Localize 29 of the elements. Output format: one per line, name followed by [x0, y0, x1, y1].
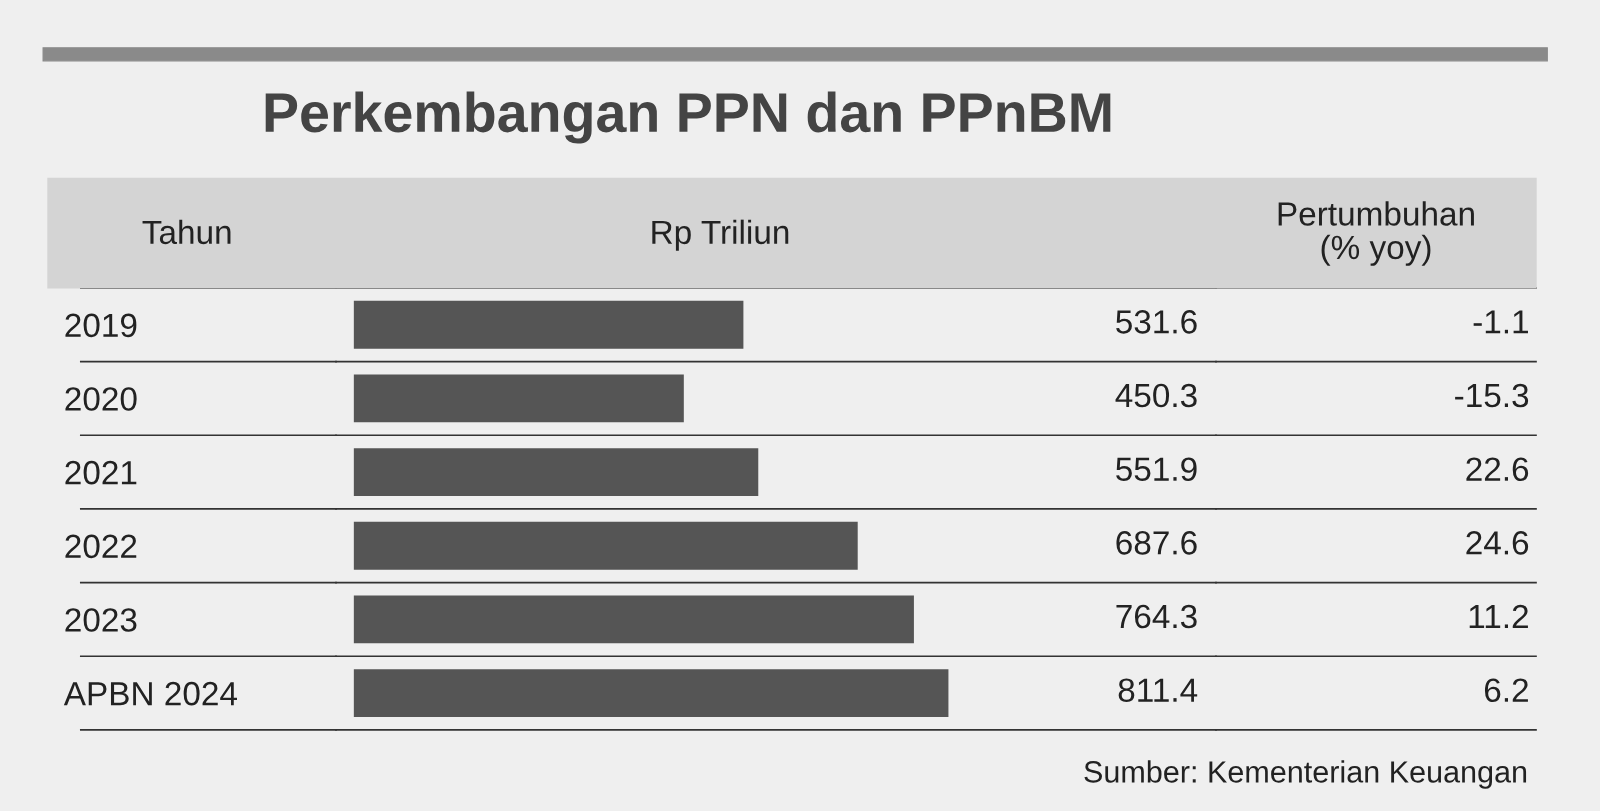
data-label: 6.2 — [1484, 678, 1528, 703]
y-tick-label: 2019 — [65, 313, 137, 338]
bar — [353, 374, 684, 423]
text: Sumber: Kementerian Keuangan — [1084, 760, 1527, 789]
data-label: 22.6 — [1466, 457, 1529, 482]
y-tick-label: APBN 2024 — [63, 681, 237, 706]
chart-title: Perkembangan PPN dan PPnBM — [265, 91, 1111, 144]
y-axis-title: Tahun — [142, 219, 231, 245]
bar — [353, 448, 759, 497]
data-label: 764.3 — [1116, 604, 1197, 629]
data-label: 24.6 — [1466, 531, 1529, 555]
y-tick-label: 2021 — [65, 460, 137, 485]
text: Pertumbuhan (% yoy) — [1278, 201, 1474, 266]
bar — [353, 669, 949, 718]
bar — [353, 300, 744, 349]
data-label: 11.2 — [1469, 604, 1528, 629]
data-label: 450.3 — [1115, 383, 1197, 408]
y-tick-label: 2023 — [65, 608, 137, 632]
bar — [353, 521, 858, 570]
data-label: 811.4 — [1118, 678, 1198, 703]
data-label: 531.6 — [1116, 310, 1197, 334]
y-tick-label: 2022 — [65, 534, 137, 559]
bar — [353, 595, 914, 644]
data-label: -15.3 — [1455, 383, 1529, 408]
data-label: -1.1 — [1473, 310, 1528, 334]
data-label: 551.9 — [1116, 457, 1197, 482]
data-label: 687.6 — [1116, 531, 1197, 555]
y-tick-label: 2020 — [65, 387, 137, 411]
chart-subtitle: Rp Triliun — [652, 219, 789, 251]
